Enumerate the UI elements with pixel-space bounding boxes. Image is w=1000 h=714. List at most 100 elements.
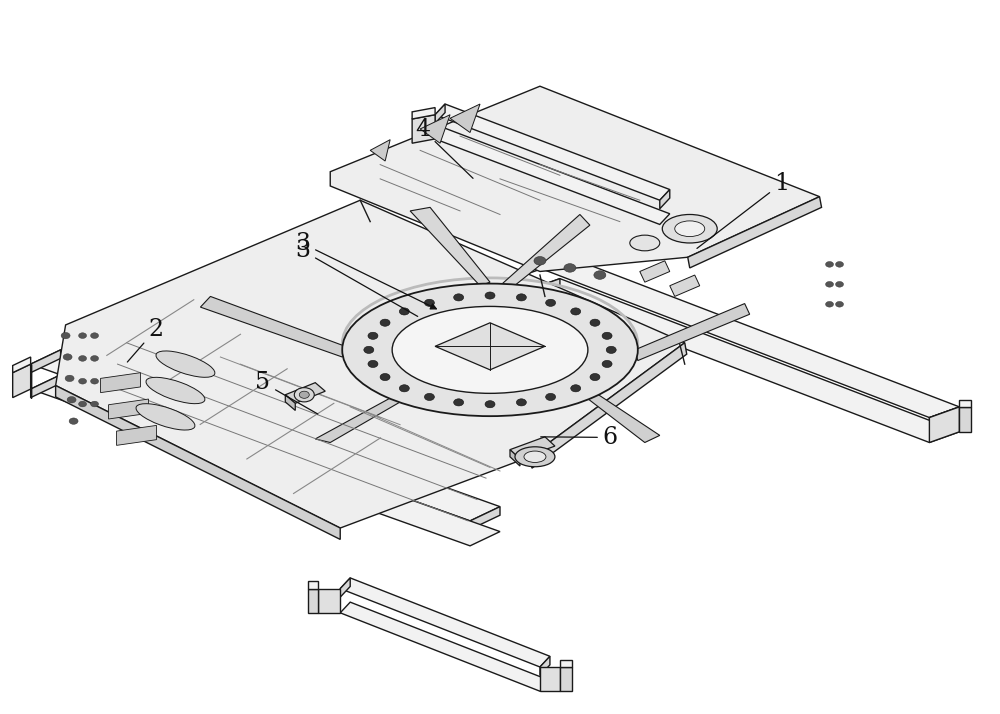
Polygon shape [308,581,318,588]
Circle shape [65,375,74,381]
Circle shape [424,393,434,401]
Ellipse shape [662,214,717,243]
Circle shape [91,333,99,338]
Polygon shape [640,261,670,282]
Circle shape [590,319,600,326]
Ellipse shape [515,447,555,467]
Polygon shape [330,86,820,271]
Text: 3: 3 [295,232,436,309]
Polygon shape [340,602,550,691]
Ellipse shape [136,403,195,430]
Circle shape [836,301,844,307]
Circle shape [606,346,616,353]
Polygon shape [530,278,560,298]
Circle shape [590,373,600,381]
Polygon shape [530,253,959,418]
Circle shape [79,401,87,407]
Polygon shape [540,667,560,691]
Circle shape [516,399,526,406]
Polygon shape [435,104,445,124]
Polygon shape [412,108,435,119]
Circle shape [836,281,844,287]
Ellipse shape [146,377,205,403]
Circle shape [546,299,556,306]
Polygon shape [959,400,971,407]
Polygon shape [412,115,435,144]
Polygon shape [540,656,550,675]
Polygon shape [959,407,971,432]
Circle shape [380,319,390,326]
Polygon shape [109,399,148,419]
Polygon shape [688,196,822,268]
Polygon shape [318,588,340,613]
Circle shape [399,385,409,392]
Circle shape [826,281,834,287]
Circle shape [564,263,576,272]
Text: 2: 2 [127,318,164,362]
Polygon shape [117,426,156,446]
Circle shape [546,393,556,401]
Circle shape [294,388,314,402]
Polygon shape [410,207,490,286]
Text: 1: 1 [697,171,790,248]
Ellipse shape [675,221,705,236]
Circle shape [485,401,495,408]
Ellipse shape [342,283,638,416]
Polygon shape [435,104,670,200]
Polygon shape [510,450,520,466]
Circle shape [69,418,78,424]
Polygon shape [929,407,959,426]
Polygon shape [660,189,670,208]
Circle shape [79,378,87,384]
Circle shape [91,378,99,384]
Polygon shape [340,578,350,597]
Circle shape [299,391,309,398]
Polygon shape [308,588,318,613]
Circle shape [571,308,581,315]
Polygon shape [31,375,500,545]
Circle shape [368,332,378,339]
Circle shape [61,333,70,339]
Circle shape [63,354,72,360]
Circle shape [836,261,844,267]
Circle shape [380,373,390,381]
Circle shape [454,399,464,406]
Circle shape [91,356,99,361]
Ellipse shape [392,306,588,393]
Circle shape [826,261,834,267]
Ellipse shape [630,235,660,251]
Circle shape [79,333,87,338]
Polygon shape [31,375,61,398]
Polygon shape [635,303,750,361]
Text: 3: 3 [295,239,418,316]
Circle shape [368,361,378,368]
Polygon shape [340,578,550,667]
Circle shape [516,294,526,301]
Polygon shape [200,296,345,357]
Polygon shape [500,214,590,289]
Polygon shape [13,357,31,373]
Polygon shape [315,393,410,443]
Polygon shape [470,507,500,530]
Polygon shape [929,407,959,443]
Polygon shape [285,395,295,411]
Circle shape [424,299,434,306]
Polygon shape [560,667,572,691]
Polygon shape [56,386,340,540]
Polygon shape [450,104,480,133]
Circle shape [594,271,606,279]
Polygon shape [510,437,555,459]
Circle shape [67,396,76,403]
Text: 4: 4 [415,118,473,178]
Polygon shape [560,660,572,667]
Polygon shape [580,389,660,443]
Circle shape [534,256,546,265]
Polygon shape [31,350,500,521]
Circle shape [826,301,834,307]
Polygon shape [670,275,700,296]
Polygon shape [56,200,685,528]
Polygon shape [530,253,560,273]
Polygon shape [370,140,390,161]
Polygon shape [530,343,687,468]
Ellipse shape [156,351,215,377]
